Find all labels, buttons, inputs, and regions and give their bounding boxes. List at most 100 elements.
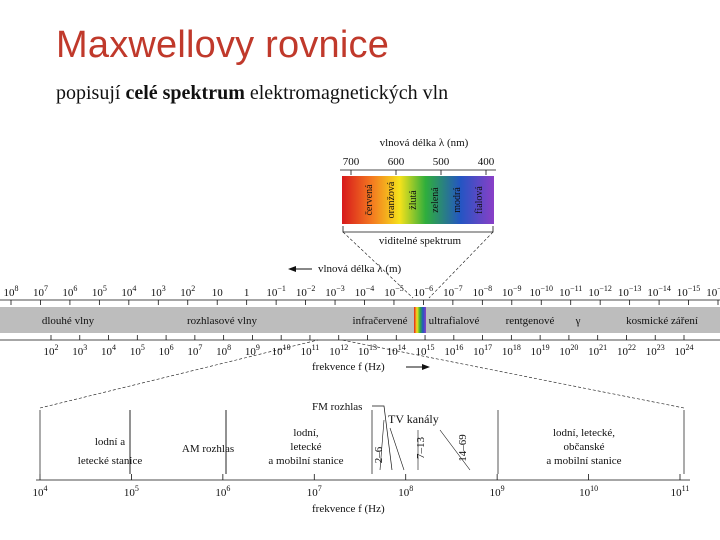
radio-tick-label: 105 xyxy=(124,484,139,499)
visible-spectrum-bar xyxy=(342,176,494,224)
radio-tick-group: 104 105 106 107 108 109 1010 1011 xyxy=(33,484,690,499)
wavelength-tick-label: 10−4 xyxy=(355,284,375,299)
frequency-tick-marks xyxy=(50,335,685,340)
radio-tick-label: 108 xyxy=(398,484,413,499)
subtitle-emphasis: celé spektrum xyxy=(125,82,245,104)
frequency-arrow-head xyxy=(422,364,430,370)
wavelength-tick-label: 10 xyxy=(212,287,224,299)
nm-tick-label: 600 xyxy=(388,156,405,168)
radio-tick-label: 107 xyxy=(307,484,322,499)
frequency-tick-group: 102 103 104 105 106 107 108 109 1010 1011 1012 1013… xyxy=(44,343,694,358)
radio-group-label: letecké stanice xyxy=(78,455,143,467)
wavelength-tick-label: 10−10 xyxy=(529,284,553,299)
frequency-tick-label: 1024 xyxy=(675,343,694,358)
wavelength-tick-label: 10−11 xyxy=(559,284,582,299)
wavelength-axis-label: vlnová délka λ (m) xyxy=(318,263,402,275)
color-label: oranžová xyxy=(386,181,397,218)
radio-band-bracket xyxy=(129,410,227,474)
radio-tick-label: 1010 xyxy=(579,484,598,499)
frequency-tick-label: 1018 xyxy=(502,343,521,358)
tv-range-label: 2–6 xyxy=(373,446,385,463)
wavelength-tick-label: 106 xyxy=(62,284,77,299)
radio-tick-label: 106 xyxy=(215,484,230,499)
wavelength-tick-label: 1 xyxy=(244,287,250,299)
radio-group-label: a mobilní stanice xyxy=(268,455,343,467)
radio-group-label: lodní, xyxy=(293,427,319,439)
wavelength-tick-label: 10−8 xyxy=(473,284,493,299)
wavelength-tick-label: 10−12 xyxy=(588,284,612,299)
wavelength-tick-label: 10−14 xyxy=(647,284,671,299)
radio-group-label: AM rozhlas xyxy=(182,443,234,455)
color-label-group: červená oranžová žlutá zelená modrá fialová xyxy=(364,181,485,218)
radio-bracket-group xyxy=(39,410,685,474)
radio-band-bracket xyxy=(225,410,373,474)
band-label: ultrafialové xyxy=(429,315,480,327)
tv-range-label: 14–69 xyxy=(457,434,469,462)
wavelength-tick-label: 10−15 xyxy=(677,284,701,299)
radio-group-label: občanské xyxy=(564,441,605,453)
slide-title: Maxwellovy rovnice xyxy=(56,24,390,66)
frequency-tick-label: 103 xyxy=(72,343,87,358)
frequency-tick-label: 1015 xyxy=(416,343,435,358)
frequency-tick-label: 1011 xyxy=(301,343,320,358)
wavelength-tick-label: 103 xyxy=(151,284,166,299)
frequency-tick-label: 1013 xyxy=(358,343,377,358)
fm-leader xyxy=(372,405,393,471)
frequency-tick-label: 1012 xyxy=(329,343,348,358)
radio-group-label: lodní, letecké, xyxy=(553,427,615,439)
nm-tick-label: 400 xyxy=(478,156,495,168)
color-label: modrá xyxy=(452,187,463,213)
radio-tick-marks xyxy=(39,474,681,480)
tv-range-label: 7–13 xyxy=(415,437,427,460)
frequency-axis-label: frekvence f (Hz) xyxy=(312,361,385,373)
frequency-tick-label: 1017 xyxy=(473,343,492,358)
wavelength-tick-label: 10−13 xyxy=(618,284,642,299)
radio-group-label: lodní a xyxy=(95,436,125,448)
nm-tick-label: 500 xyxy=(433,156,450,168)
frequency-tick-label: 1021 xyxy=(588,343,607,358)
frequency-tick-label: 104 xyxy=(101,343,116,358)
spectrum-band xyxy=(0,307,720,333)
visible-bracket xyxy=(342,226,494,233)
subtitle-end: elektromagnetických vln xyxy=(244,82,449,104)
wavelength-tick-label: 108 xyxy=(4,284,19,299)
wavelength-tick-label: 10−16 xyxy=(706,284,720,299)
wavelength-tick-label: 10−9 xyxy=(502,284,522,299)
band-label: rozhlasové vlny xyxy=(187,315,257,327)
band-label: rentgenové xyxy=(506,315,555,327)
radio-group-label: a mobilní stanice xyxy=(546,455,621,467)
wavelength-tick-label: 10−7 xyxy=(443,284,463,299)
wavelength-tick-label: 107 xyxy=(33,284,48,299)
visible-wavelength-title: vlnová délka λ (nm) xyxy=(380,137,469,149)
frequency-tick-label: 1016 xyxy=(444,343,463,358)
frequency-tick-label: 106 xyxy=(159,343,174,358)
wavelength-tick-label: 10−3 xyxy=(325,284,345,299)
radio-zoom-lines xyxy=(39,339,685,409)
radio-tick-label: 104 xyxy=(33,484,48,499)
radio-band-bracket xyxy=(497,410,685,474)
subtitle-start: popisují xyxy=(56,82,126,104)
band-label: γ xyxy=(575,315,581,327)
band-label-group: dlouhé vlny rozhlasové vlny infračervené ul… xyxy=(42,315,698,327)
frequency-tick-label: 1022 xyxy=(617,343,636,358)
frequency-tick-label: 1023 xyxy=(646,343,665,358)
wavelength-tick-label: 104 xyxy=(121,284,136,299)
wavelength-tick-label: 10−2 xyxy=(296,284,316,299)
frequency-tick-label: 108 xyxy=(216,343,231,358)
nm-tick-label: 700 xyxy=(343,156,360,168)
visible-strip xyxy=(414,307,426,333)
wavelength-tick-marks xyxy=(10,300,719,305)
wavelength-arrow-head xyxy=(288,266,296,272)
frequency-tick-label: 1010 xyxy=(272,343,291,358)
frequency-tick-label: 1014 xyxy=(387,343,406,358)
visible-caption: viditelné spektrum xyxy=(379,235,462,247)
tv-range-group: 2–6 7–13 14–69 xyxy=(373,434,469,464)
band-label: kosmické záření xyxy=(626,315,698,327)
slide-subtitle: popisují celé spektrum elektromagnetický… xyxy=(56,82,448,105)
wavelength-tick-label: 105 xyxy=(92,284,107,299)
radio-tick-label: 1011 xyxy=(671,484,690,499)
tv-leaders xyxy=(379,419,471,471)
frequency-tick-label: 102 xyxy=(44,343,59,358)
frequency-tick-label: 1020 xyxy=(559,343,578,358)
